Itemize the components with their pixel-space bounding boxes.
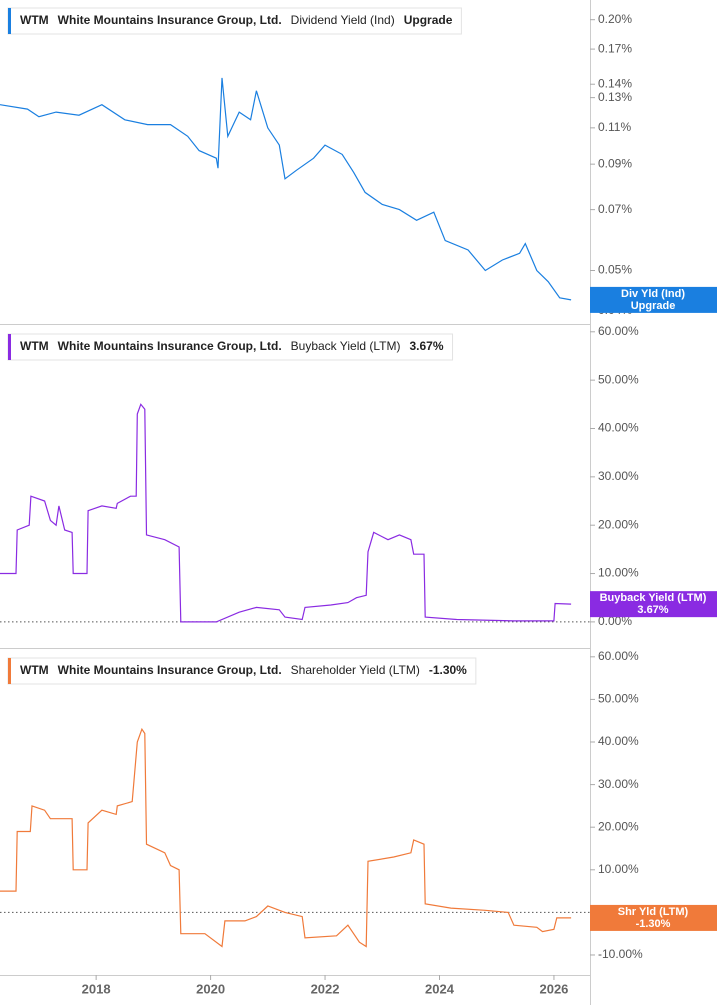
legend-text: White Mountains Insurance Group, Ltd. <box>58 13 282 27</box>
legend-text: Dividend Yield (Ind) <box>291 13 395 27</box>
value-tag-name: Shr Yld (LTM) <box>618 906 689 918</box>
legend-swatch <box>8 334 11 360</box>
value-tag-value: Upgrade <box>631 300 676 312</box>
y-tick-label: 50.00% <box>598 692 639 706</box>
series-line <box>0 727 572 948</box>
y-tick-label: 30.00% <box>598 777 639 791</box>
legend-box <box>7 7 462 35</box>
y-tick-label: -10.00% <box>598 947 643 961</box>
y-tick-label: 40.00% <box>598 421 639 435</box>
x-tick-label: 2026 <box>539 981 568 996</box>
legend-text: WTM <box>20 663 49 677</box>
value-tag-value: 3.67% <box>637 604 668 616</box>
y-tick-label: 20.00% <box>598 819 639 833</box>
legend-box <box>7 657 477 685</box>
legend-text: -1.30% <box>429 663 467 677</box>
x-tick-label: 2018 <box>82 981 111 996</box>
y-tick-label: 10.00% <box>598 862 639 876</box>
y-tick-label: 60.00% <box>598 649 639 663</box>
y-tick-label: 40.00% <box>598 734 639 748</box>
y-tick-label: 10.00% <box>598 566 639 580</box>
value-tag-value: -1.30% <box>636 918 671 930</box>
series-line <box>0 77 572 301</box>
value-tag <box>590 591 717 618</box>
legend-swatch <box>8 8 11 34</box>
value-tag-name: Div Yld (Ind) <box>621 288 685 300</box>
series-line <box>0 403 572 623</box>
y-tick-label: 0.00% <box>598 614 632 628</box>
x-tick-label: 2024 <box>425 981 455 996</box>
y-tick-label: 0.13% <box>598 90 632 104</box>
legend-text: Buyback Yield (LTM) <box>291 339 401 353</box>
legend-text: White Mountains Insurance Group, Ltd. <box>58 663 282 677</box>
y-tick-label: 0.17% <box>598 41 632 55</box>
legend-text: White Mountains Insurance Group, Ltd. <box>58 339 282 353</box>
legend-box <box>7 333 454 361</box>
y-tick-label: 0.20% <box>598 12 632 26</box>
legend-text: WTM <box>20 339 49 353</box>
y-tick-label: 30.00% <box>598 469 639 483</box>
x-tick-label: 2022 <box>311 981 340 996</box>
y-tick-label: 0.07% <box>598 202 632 216</box>
legend-swatch <box>8 658 11 684</box>
value-tag <box>590 904 717 931</box>
value-tag <box>590 286 717 313</box>
value-tag-name: Buyback Yield (LTM) <box>600 592 707 604</box>
x-tick-label: 2020 <box>196 981 225 996</box>
legend-text: WTM <box>20 13 49 27</box>
y-tick-label: 60.00% <box>598 324 639 338</box>
legend-text: Upgrade <box>404 13 453 27</box>
y-tick-label: 0.14% <box>598 76 632 90</box>
y-tick-label: 50.00% <box>598 372 639 386</box>
legend-text: 3.67% <box>409 339 443 353</box>
y-tick-label: 20.00% <box>598 517 639 531</box>
y-tick-label: 0.05% <box>598 263 632 277</box>
legend-text: Shareholder Yield (LTM) <box>291 663 420 677</box>
y-tick-label: 0.09% <box>598 156 632 170</box>
y-tick-label: 0.11% <box>598 120 631 134</box>
